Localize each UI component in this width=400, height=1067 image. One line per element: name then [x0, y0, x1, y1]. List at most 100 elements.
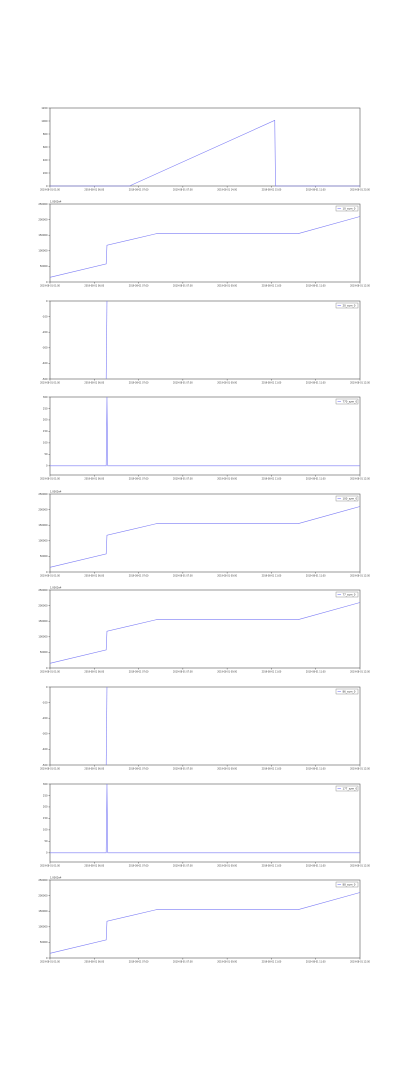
- x-tick-label: 2019-08-01 07:00: [173, 768, 193, 771]
- plot-frame: [49, 879, 361, 959]
- y-tick-label: 0: [46, 185, 48, 188]
- legend-label: 10_sym_0: [343, 206, 356, 210]
- y-tick-label: 50: [44, 453, 48, 456]
- plot-frame: [49, 300, 361, 380]
- axis-offset-text: 1.0002e4: [50, 587, 62, 590]
- legend: 10_sym_0: [335, 205, 359, 212]
- y-tick-label: 0: [46, 686, 48, 689]
- x-tick-label: 2019-08-01 12:00: [350, 382, 370, 385]
- legend-label: 177_sym_0: [343, 786, 358, 790]
- x-tick-label: 2019-08-01 07:00: [129, 671, 149, 674]
- x-tick-label: 2019-08-01 12:00: [350, 961, 370, 964]
- y-tick-label: 100000: [38, 250, 48, 253]
- x-tick-label: 2019-08-01 07:00: [129, 961, 149, 964]
- legend-label: 88_sym_0: [343, 882, 356, 886]
- x-tick-label: 2019-08-01 06:00: [84, 478, 104, 481]
- y-tick-label: 50: [44, 840, 48, 843]
- y-tick-label: 150: [43, 817, 48, 820]
- y-tick-label: 150000: [38, 620, 48, 623]
- x-tick-label: 2019-08-01 09:00: [217, 478, 237, 481]
- legend-box: [335, 205, 359, 212]
- x-tick-label: 2019-08-01 07:00: [173, 382, 193, 385]
- legend: 20_sym_0: [335, 302, 359, 309]
- y-tick-label: -200: [42, 717, 48, 720]
- x-tick-label: 2019-08-01 11:00: [262, 671, 282, 674]
- legend-box: [335, 302, 359, 309]
- x-tick-label: 2019-08-01 06:00: [84, 671, 104, 674]
- y-tick-label: 400: [43, 159, 48, 162]
- y-tick-label: 1200: [41, 107, 48, 110]
- x-tick-label: 2019-08-01 01:00: [40, 382, 60, 385]
- legend: 100_sym_0: [335, 495, 359, 502]
- x-tick-label: 2019-08-01 11:00: [306, 575, 326, 578]
- x-tick-label: 2019-08-01 07:00: [129, 478, 149, 481]
- legend: 770_sym_0: [335, 398, 359, 405]
- y-tick-label: 0: [46, 571, 48, 574]
- axis-offset-text: 1.0002e4: [50, 491, 62, 494]
- x-tick-label: 2019-08-01 11:00: [262, 575, 282, 578]
- series-line-1: [50, 783, 360, 854]
- legend-label: 86_sym_0: [343, 689, 356, 693]
- legend-box: [335, 398, 359, 405]
- x-tick-label: 2019-08-01 09:00: [217, 961, 237, 964]
- x-tick-label: 2019-08-01 14:00: [217, 189, 237, 192]
- y-tick-label: 0: [46, 957, 48, 960]
- series-line-1: [105, 686, 108, 766]
- x-tick-label: 2019-08-01 07:00: [173, 575, 193, 578]
- y-tick-label: 250000: [38, 493, 48, 496]
- x-tick-label: 2019-08-01 09:00: [217, 865, 237, 868]
- y-tick-label: -300: [42, 347, 48, 350]
- x-tick-label: 2019-08-01 23:00: [350, 189, 370, 192]
- y-tick-label: -100: [42, 315, 48, 318]
- x-tick-label: 2019-08-01 12:00: [350, 671, 370, 674]
- x-tick-label: 2019-08-01 11:00: [306, 478, 326, 481]
- chart-panel-4: 0 50 100 150 200 250 300 2019-08-01 01:00 2019-0…: [0, 389, 400, 486]
- y-tick-label: 200000: [38, 218, 48, 221]
- x-tick-label: 2019-08-01 12:00: [350, 478, 370, 481]
- y-tick-label: 100: [43, 442, 48, 445]
- legend: 88_sym_0: [335, 881, 359, 888]
- legend-box: [335, 881, 359, 888]
- legend-box: [335, 688, 359, 695]
- x-tick-label: 2019-08-01 12:00: [350, 285, 370, 288]
- x-tick-label: 2019-08-01 07:00: [129, 189, 149, 192]
- y-tick-label: -500: [42, 378, 48, 381]
- x-tick-label: 2019-08-01 11:00: [262, 768, 282, 771]
- x-tick-label: 2019-08-01 11:00: [306, 865, 326, 868]
- y-tick-label: 250000: [38, 589, 48, 592]
- chart-panel-3: 0 -100 -200 -300 -400 -500 2019-08-01 01:00 201…: [0, 293, 400, 390]
- axis-offset-text: 1.0002e4: [50, 877, 62, 880]
- x-tick-label: 2019-08-01 12:00: [350, 865, 370, 868]
- legend: 177_sym_0: [335, 785, 359, 792]
- y-tick-label: 100: [43, 829, 48, 832]
- x-tick-label: 2019-08-01 11:00: [262, 865, 282, 868]
- y-tick-label: -400: [42, 748, 48, 751]
- series-line-1: [49, 892, 361, 954]
- y-tick-label: 250: [43, 407, 48, 410]
- y-tick-label: 150: [43, 430, 48, 433]
- x-tick-label: 2019-08-01 11:00: [306, 961, 326, 964]
- chart-6-svg: 0 50000 100000 150000 200000 250000 2019-08-01…: [38, 587, 370, 674]
- y-tick-label: 200000: [38, 508, 48, 511]
- y-tick-label: 100000: [38, 926, 48, 929]
- plot-frame: [49, 686, 361, 766]
- y-tick-label: 200: [43, 172, 48, 175]
- y-tick-label: 200: [43, 419, 48, 422]
- chart-panel-2: 0 50000 100000 150000 200000 250000 2019-08-01…: [0, 196, 400, 293]
- y-tick-label: 50000: [40, 651, 48, 654]
- plot-frame: [49, 589, 361, 669]
- y-tick-label: 50000: [40, 265, 48, 268]
- chart-panel-8: 0 50 100 150 200 250 300 2019-08-01 01:00 2019-0…: [0, 776, 400, 873]
- chart-9-svg: 0 50000 100000 150000 200000 250000 2019-08-01…: [38, 877, 370, 964]
- y-tick-label: 250000: [38, 203, 48, 206]
- plot-frame: [49, 107, 361, 187]
- series-line-1: [49, 506, 361, 568]
- x-tick-label: 2019-08-01 01:00: [40, 478, 60, 481]
- x-tick-label: 2019-08-01 11:00: [262, 478, 282, 481]
- x-tick-label: 2019-08-01 11:00: [306, 382, 326, 385]
- x-tick-label: 2019-08-01 07:00: [173, 285, 193, 288]
- x-tick-label: 2019-08-01 06:00: [84, 865, 104, 868]
- y-tick-label: 300: [43, 783, 48, 786]
